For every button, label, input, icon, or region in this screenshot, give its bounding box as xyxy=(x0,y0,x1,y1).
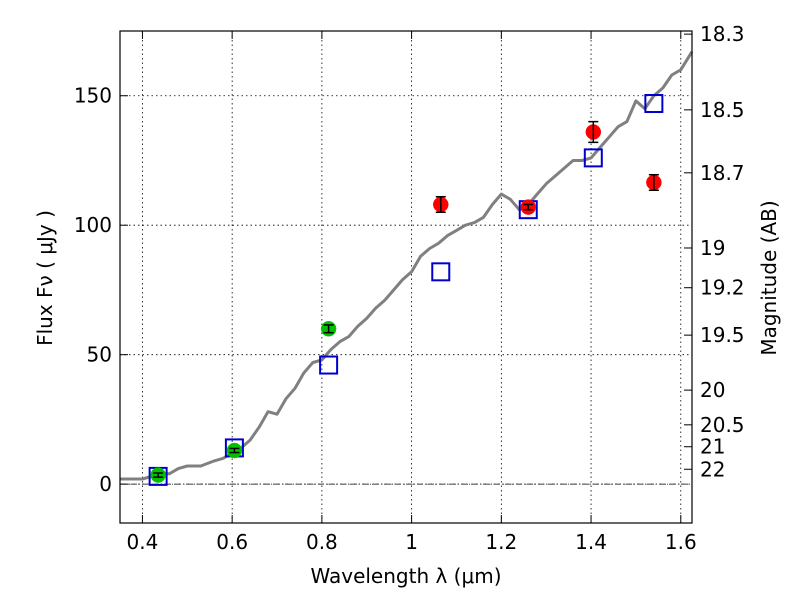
x-axis-label: Wavelength λ (μm) xyxy=(310,564,501,588)
x-tick-label: 0.4 xyxy=(127,530,159,554)
x-tick-label: 0.6 xyxy=(216,530,248,554)
y-tick-label: 0 xyxy=(99,472,112,496)
x-tick-label: 1.4 xyxy=(575,530,607,554)
mag-tick-label: 21 xyxy=(700,435,725,459)
y-tick-label: 100 xyxy=(74,213,112,237)
y-axis-label: Flux Fν ( μJy ) xyxy=(33,210,57,346)
mag-tick-label: 19.5 xyxy=(700,323,745,347)
y-tick-label: 50 xyxy=(87,343,112,367)
mag-tick-label: 20 xyxy=(700,378,725,402)
mag-tick-label: 18.5 xyxy=(700,98,745,122)
mag-tick-label: 19 xyxy=(700,236,725,260)
x-tick-label: 0.8 xyxy=(306,530,338,554)
model-square xyxy=(644,94,664,114)
y2-axis-label: Magnitude (AB) xyxy=(757,200,781,355)
mag-tick-label: 18.3 xyxy=(700,22,745,46)
mag-tick-label: 19.2 xyxy=(700,276,745,300)
model-square xyxy=(583,148,603,168)
y-tick-label: 150 xyxy=(74,84,112,108)
plot-frame xyxy=(119,30,693,524)
mag-tick-label: 18.7 xyxy=(700,161,745,185)
model-square xyxy=(431,262,451,282)
x-tick-label: 1.6 xyxy=(665,530,697,554)
mag-tick-label: 22 xyxy=(700,457,725,481)
model-square xyxy=(319,355,339,375)
x-tick-label: 1.2 xyxy=(485,530,517,554)
mag-tick-label: 20.5 xyxy=(700,413,745,437)
x-tick-label: 1 xyxy=(405,530,418,554)
